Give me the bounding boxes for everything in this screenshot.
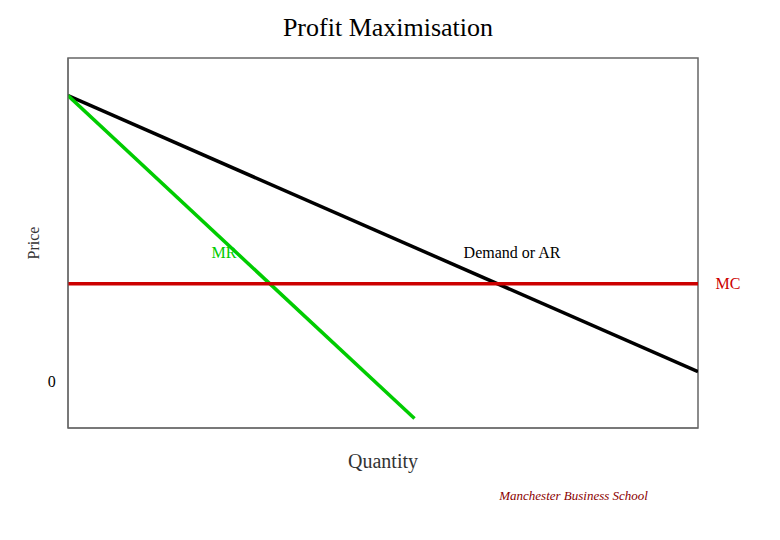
svg-text:0: 0: [48, 373, 56, 390]
svg-text:Price: Price: [25, 227, 42, 260]
svg-text:MR: MR: [212, 244, 237, 261]
svg-text:Demand or AR: Demand or AR: [464, 244, 561, 261]
svg-text:Quantity: Quantity: [348, 450, 418, 473]
html-text:Manchester Business School: Manchester Business School: [499, 488, 648, 503]
html-text:Profit Maximisation: Profit Maximisation: [282, 13, 494, 42]
svg-text:MC: MC: [716, 275, 741, 292]
